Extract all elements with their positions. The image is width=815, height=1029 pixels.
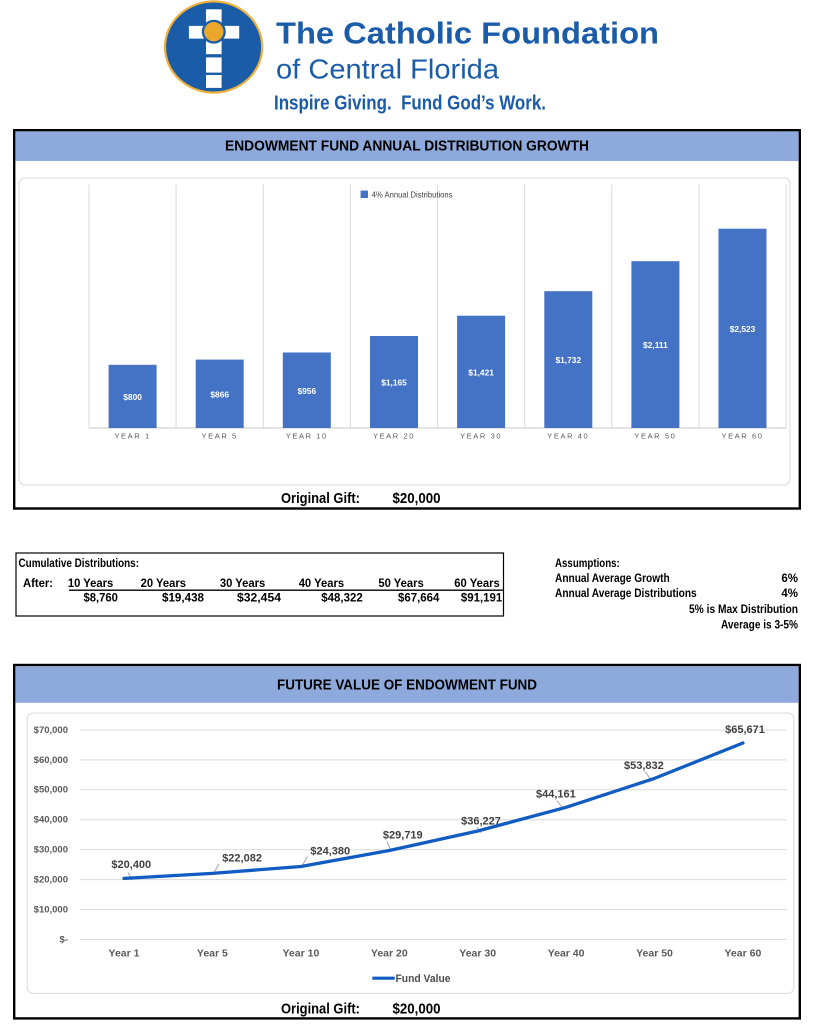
svg-text:60 Years: 60 Years [454,578,499,590]
svg-text:$-: $- [60,934,68,945]
svg-text:$1,732: $1,732 [555,355,581,365]
svg-text:5% is Max Distribution: 5% is Max Distribution [689,604,798,616]
svg-text:50 Years: 50 Years [378,578,423,590]
svg-text:YEAR 30: YEAR 30 [460,432,502,441]
svg-text:Annual Average Growth: Annual Average Growth [555,573,670,585]
svg-text:Year 30: Year 30 [459,948,496,960]
svg-text:YEAR 10: YEAR 10 [286,432,328,441]
svg-text:4% Annual Distributions: 4% Annual Distributions [372,191,453,200]
svg-text:$67,664: $67,664 [398,593,440,605]
svg-text:Fund Value: Fund Value [396,973,451,985]
svg-text:Inspire Giving. Fund God’s Wo: Inspire Giving. Fund God’s Work. [274,93,546,115]
svg-text:4%: 4% [781,588,798,600]
svg-text:$956: $956 [297,386,316,396]
svg-text:Cumulative Distributions:: Cumulative Distributions: [19,558,140,570]
svg-text:$800: $800 [123,392,142,402]
svg-text:YEAR 1: YEAR 1 [114,432,150,441]
svg-text:Year 50: Year 50 [636,948,673,960]
svg-text:$20,000: $20,000 [393,490,441,507]
svg-text:$24,380: $24,380 [310,845,350,857]
svg-text:$29,719: $29,719 [383,830,423,842]
svg-text:Annual Average Distributions: Annual Average Distributions [555,588,697,600]
svg-text:of Central Florida: of Central Florida [276,54,500,85]
svg-text:20 Years: 20 Years [141,578,186,590]
svg-text:$19,438: $19,438 [162,593,205,605]
svg-text:Year 60: Year 60 [725,948,762,960]
svg-text:$1,421: $1,421 [468,368,494,378]
svg-text:$70,000: $70,000 [34,725,68,736]
svg-text:$2,111: $2,111 [643,340,668,350]
svg-text:$91,191: $91,191 [461,593,503,605]
svg-text:$44,161: $44,161 [536,789,576,801]
svg-text:$20,000: $20,000 [34,875,68,886]
svg-text:YEAR 50: YEAR 50 [634,432,676,441]
svg-text:$1,165: $1,165 [381,378,407,388]
svg-text:The Catholic Foundation: The Catholic Foundation [276,16,659,51]
svg-text:$20,000: $20,000 [393,1000,441,1017]
svg-text:10 Years: 10 Years [68,578,113,590]
svg-text:$40,000: $40,000 [34,815,68,826]
svg-text:$32,454: $32,454 [237,593,282,605]
svg-text:Year 40: Year 40 [548,948,585,960]
svg-text:$30,000: $30,000 [34,845,68,856]
svg-text:40 Years: 40 Years [299,578,344,590]
svg-text:$36,227: $36,227 [461,815,501,827]
svg-text:$20,400: $20,400 [111,859,151,871]
svg-text:$10,000: $10,000 [34,904,68,915]
svg-text:YEAR 60: YEAR 60 [721,432,763,441]
svg-text:Original Gift:: Original Gift: [281,1000,360,1017]
svg-text:Average is 3-5%: Average is 3-5% [721,620,798,632]
svg-text:$53,832: $53,832 [624,760,664,772]
svg-text:Year 20: Year 20 [371,948,408,960]
svg-text:6%: 6% [781,573,798,585]
svg-text:30 Years: 30 Years [220,578,265,590]
svg-text:Assumptions:: Assumptions: [555,558,620,570]
svg-text:YEAR 20: YEAR 20 [373,432,415,441]
svg-text:FUTURE VALUE OF ENDOWMENT FUND: FUTURE VALUE OF ENDOWMENT FUND [277,678,537,694]
svg-text:$48,322: $48,322 [321,593,362,605]
svg-text:ENDOWMENT FUND ANNUAL DISTRIBU: ENDOWMENT FUND ANNUAL DISTRIBUTION GROWT… [225,139,589,155]
svg-text:$866: $866 [210,389,229,399]
svg-text:$2,523: $2,523 [730,324,756,334]
svg-text:After:: After: [23,578,53,590]
svg-text:$22,082: $22,082 [222,853,262,865]
svg-text:YEAR 40: YEAR 40 [547,432,589,441]
svg-text:Year 5: Year 5 [197,948,228,960]
svg-text:$60,000: $60,000 [34,755,68,766]
svg-text:$8,760: $8,760 [84,593,118,605]
svg-text:Year 10: Year 10 [283,948,320,960]
svg-text:YEAR 5: YEAR 5 [202,432,238,441]
svg-text:Year 1: Year 1 [109,948,140,960]
svg-text:$50,000: $50,000 [34,785,68,796]
svg-text:$65,671: $65,671 [725,724,765,736]
svg-text:Original Gift:: Original Gift: [281,490,360,507]
